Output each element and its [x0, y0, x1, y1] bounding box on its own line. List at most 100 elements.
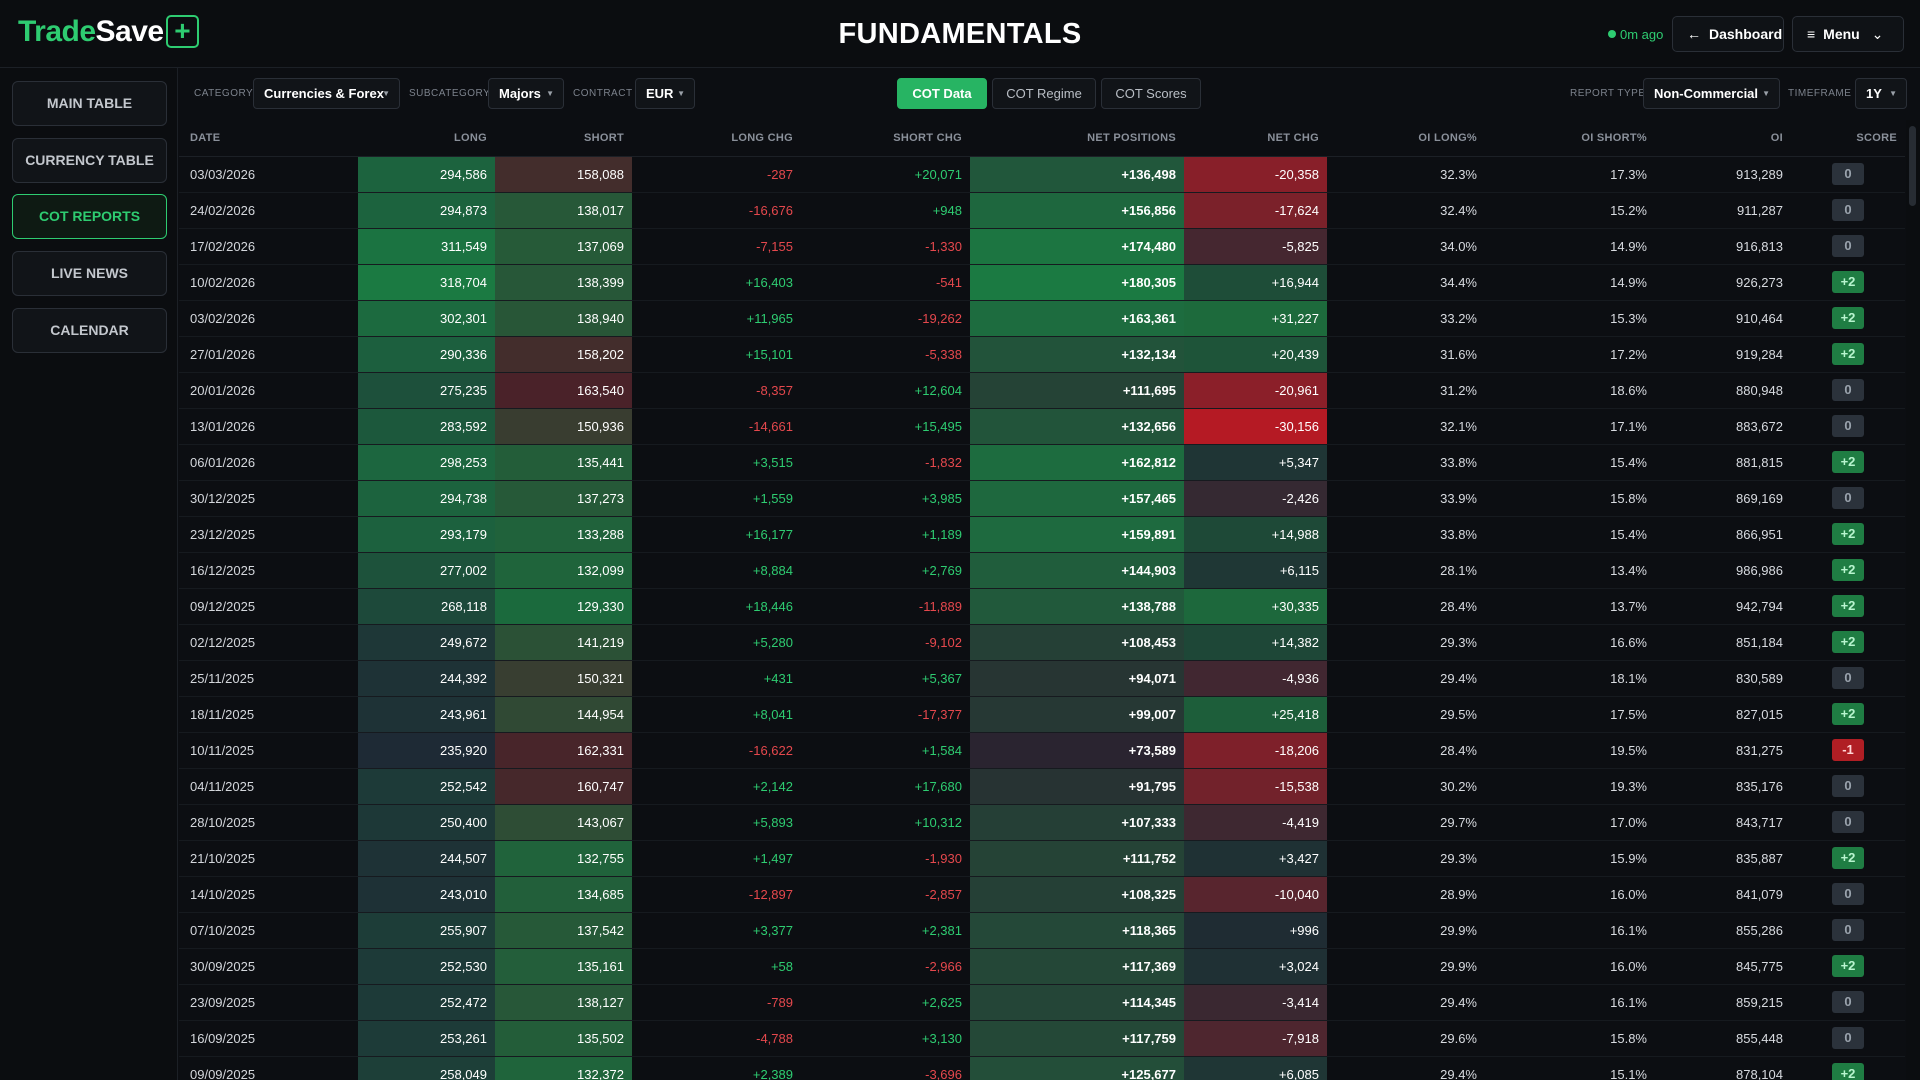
table-row[interactable]: 21/10/2025 244,507 132,755 +1,497 -1,930 +111…	[179, 840, 1905, 877]
sidebar-item-live-news[interactable]: LIVE NEWS	[12, 251, 167, 296]
table-row[interactable]: 03/02/2026 302,301 138,940 +11,965 -19,262 +1…	[179, 300, 1905, 337]
table-row[interactable]: 14/10/2025 243,010 134,685 -12,897 -2,857 +10…	[179, 876, 1905, 913]
column-header-long[interactable]: LONG	[358, 120, 495, 157]
cell-oi-long-pct: 34.4%	[1327, 264, 1485, 301]
cell-net-positions: +125,677	[970, 1056, 1184, 1080]
cell-oi: 859,215	[1655, 984, 1791, 1021]
cot-table-container[interactable]: DATE LONG SHORT LONG CHG SHORT CHG NET P…	[179, 120, 1920, 1080]
cell-short-chg: +12,604	[801, 372, 970, 409]
column-header-oi-short-pct[interactable]: OI SHORT%	[1485, 120, 1655, 157]
cell-score: +2	[1791, 444, 1905, 481]
table-scrollbar[interactable]	[1906, 120, 1920, 1080]
table-row[interactable]: 02/12/2025 249,672 141,219 +5,280 -9,102 +108…	[179, 624, 1905, 661]
column-header-net-positions[interactable]: NET POSITIONS	[970, 120, 1184, 157]
scrollbar-thumb[interactable]	[1909, 126, 1916, 206]
column-header-oi[interactable]: OI	[1655, 120, 1791, 157]
table-row[interactable]: 23/12/2025 293,179 133,288 +16,177 +1,189 +15…	[179, 516, 1905, 553]
timeframe-select[interactable]: 1Y ▼	[1855, 78, 1907, 109]
cell-short: 129,330	[495, 588, 632, 625]
table-row[interactable]: 17/02/2026 311,549 137,069 -7,155 -1,330 +174…	[179, 228, 1905, 265]
table-row[interactable]: 06/01/2026 298,253 135,441 +3,515 -1,832 +162…	[179, 444, 1905, 481]
cell-oi: 910,464	[1655, 300, 1791, 337]
cell-long: 258,049	[358, 1056, 495, 1080]
table-row[interactable]: 03/03/2026 294,586 158,088 -287 +20,071 +136,…	[179, 156, 1905, 193]
tab-cot-data[interactable]: COT Data	[897, 78, 987, 109]
cell-net-positions: +174,480	[970, 228, 1184, 265]
cell-net-chg: +14,988	[1184, 516, 1327, 553]
cell-score: 0	[1791, 876, 1905, 913]
column-header-oi-long-pct[interactable]: OI LONG%	[1327, 120, 1485, 157]
subcategory-value: Majors	[499, 86, 541, 101]
cell-short-chg: +3,130	[801, 1020, 970, 1057]
tab-cot-scores[interactable]: COT Scores	[1101, 78, 1201, 109]
cell-net-chg: +16,944	[1184, 264, 1327, 301]
cell-oi-short-pct: 16.0%	[1485, 876, 1655, 913]
table-row[interactable]: 07/10/2025 255,907 137,542 +3,377 +2,381 +118…	[179, 912, 1905, 949]
score-badge: 0	[1832, 883, 1864, 905]
cell-score: -1	[1791, 732, 1905, 769]
table-row[interactable]: 10/11/2025 235,920 162,331 -16,622 +1,584 +73…	[179, 732, 1905, 769]
cell-short-chg: +2,769	[801, 552, 970, 589]
cell-score: +2	[1791, 336, 1905, 373]
sidebar-item-currency-table[interactable]: CURRENCY TABLE	[12, 138, 167, 183]
column-header-date[interactable]: DATE	[179, 120, 358, 157]
cell-date: 16/09/2025	[179, 1020, 358, 1057]
cell-long-chg: -14,661	[632, 408, 801, 445]
cell-oi-short-pct: 15.1%	[1485, 1056, 1655, 1080]
table-row[interactable]: 27/01/2026 290,336 158,202 +15,101 -5,338 +13…	[179, 336, 1905, 373]
sidebar-item-cot-reports[interactable]: COT REPORTS	[12, 194, 167, 239]
cell-oi-long-pct: 28.4%	[1327, 732, 1485, 769]
report-type-select[interactable]: Non-Commercial ▼	[1643, 78, 1780, 109]
sidebar-item-calendar[interactable]: CALENDAR	[12, 308, 167, 353]
table-row[interactable]: 24/02/2026 294,873 138,017 -16,676 +948 +156,…	[179, 192, 1905, 229]
category-select[interactable]: Currencies & Forex ▼	[253, 78, 400, 109]
cell-oi-long-pct: 29.4%	[1327, 660, 1485, 697]
table-row[interactable]: 28/10/2025 250,400 143,067 +5,893 +10,312 +10…	[179, 804, 1905, 841]
table-row[interactable]: 04/11/2025 252,542 160,747 +2,142 +17,680 +91…	[179, 768, 1905, 805]
table-row[interactable]: 09/12/2025 268,118 129,330 +18,446 -11,889 +1…	[179, 588, 1905, 625]
cell-score: 0	[1791, 1020, 1905, 1057]
cell-long-chg: +3,515	[632, 444, 801, 481]
score-badge: +2	[1832, 523, 1864, 545]
column-header-short-chg[interactable]: SHORT CHG	[801, 120, 970, 157]
column-header-short[interactable]: SHORT	[495, 120, 632, 157]
cell-net-chg: +25,418	[1184, 696, 1327, 733]
contract-select[interactable]: EUR ▼	[635, 78, 695, 109]
table-row[interactable]: 23/09/2025 252,472 138,127 -789 +2,625 +114,3…	[179, 984, 1905, 1021]
table-row[interactable]: 13/01/2026 283,592 150,936 -14,661 +15,495 +1…	[179, 408, 1905, 445]
table-row[interactable]: 16/09/2025 253,261 135,502 -4,788 +3,130 +117…	[179, 1020, 1905, 1057]
cell-score: 0	[1791, 480, 1905, 517]
table-row[interactable]: 30/09/2025 252,530 135,161 +58 -2,966 +117,36…	[179, 948, 1905, 985]
menu-button[interactable]: ≡ Menu ⌄	[1792, 16, 1904, 52]
table-row[interactable]: 25/11/2025 244,392 150,321 +431 +5,367 +94,07…	[179, 660, 1905, 697]
column-header-score[interactable]: SCORE	[1791, 120, 1905, 157]
table-row[interactable]: 10/02/2026 318,704 138,399 +16,403 -541 +180,…	[179, 264, 1905, 301]
dashboard-button[interactable]: ← Dashboard	[1672, 16, 1784, 52]
table-row[interactable]: 16/12/2025 277,002 132,099 +8,884 +2,769 +144…	[179, 552, 1905, 589]
column-header-net-chg[interactable]: NET CHG	[1184, 120, 1327, 157]
cell-long-chg: +15,101	[632, 336, 801, 373]
tradesave-logo[interactable]: TradeSave +	[18, 15, 199, 49]
cell-score: +2	[1791, 696, 1905, 733]
cell-net-chg: -10,040	[1184, 876, 1327, 913]
cell-long-chg: +3,377	[632, 912, 801, 949]
cell-oi-long-pct: 33.8%	[1327, 444, 1485, 481]
table-row[interactable]: 09/09/2025 258,049 132,372 +2,389 -3,696 +125…	[179, 1056, 1905, 1080]
cell-net-positions: +136,498	[970, 156, 1184, 193]
score-badge: 0	[1832, 991, 1864, 1013]
column-header-long-chg[interactable]: LONG CHG	[632, 120, 801, 157]
score-badge: +2	[1832, 955, 1864, 977]
cell-net-positions: +180,305	[970, 264, 1184, 301]
category-value: Currencies & Forex	[264, 86, 384, 101]
table-row[interactable]: 18/11/2025 243,961 144,954 +8,041 -17,377 +99…	[179, 696, 1905, 733]
tab-cot-regime[interactable]: COT Regime	[992, 78, 1096, 109]
cell-net-chg: -20,358	[1184, 156, 1327, 193]
cell-oi-long-pct: 32.4%	[1327, 192, 1485, 229]
table-row[interactable]: 30/12/2025 294,738 137,273 +1,559 +3,985 +157…	[179, 480, 1905, 517]
sidebar-item-main-table[interactable]: MAIN TABLE	[12, 81, 167, 126]
table-row[interactable]: 20/01/2026 275,235 163,540 -8,357 +12,604 +11…	[179, 372, 1905, 409]
cell-short: 138,940	[495, 300, 632, 337]
subcategory-select[interactable]: Majors ▼	[488, 78, 564, 109]
cell-date: 21/10/2025	[179, 840, 358, 877]
cell-short-chg: -1,930	[801, 840, 970, 877]
